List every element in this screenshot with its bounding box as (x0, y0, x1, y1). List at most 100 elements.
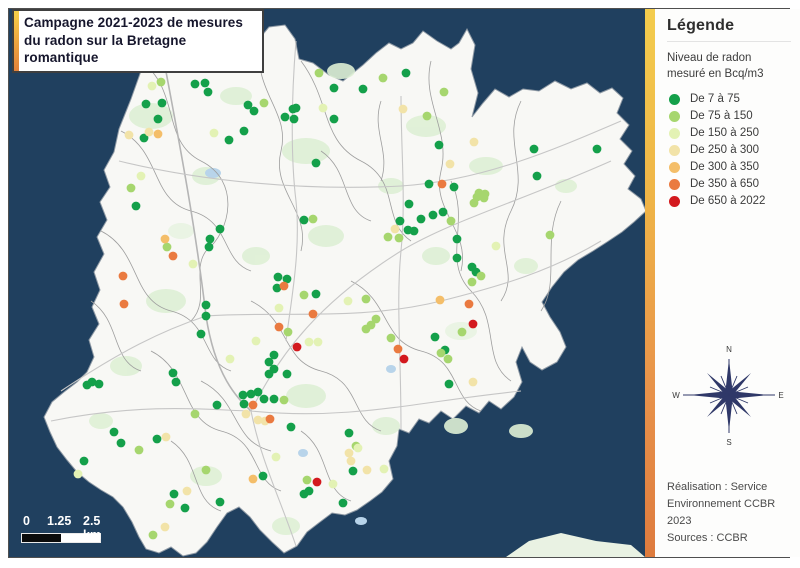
compass-west-label: W (672, 391, 680, 400)
radon-measurement-point (393, 344, 403, 354)
radon-measurement-point (299, 290, 309, 300)
radon-measurement-point (269, 394, 279, 404)
radon-measurement-point (156, 77, 166, 87)
radon-measurement-point (443, 354, 453, 364)
radon-measurement-point (436, 348, 446, 358)
radon-measurement-point (469, 137, 479, 147)
radon-measurement-point (259, 394, 269, 404)
radon-measurement-point (348, 466, 358, 476)
radon-measurement-point (253, 415, 263, 425)
scale-label-max: 2.5 km (83, 514, 102, 542)
radon-measurement-point (204, 242, 214, 252)
legend-item-label: De 7 à 75 (690, 93, 740, 106)
legend-item: De 75 à 150 (667, 110, 791, 122)
map-canvas: Campagne 2021-2023 de mesures du radon s… (9, 9, 645, 557)
radon-measurement-point (248, 474, 258, 484)
radon-measurement-point (480, 189, 490, 199)
radon-measurement-point (251, 336, 261, 346)
radon-measurement-point (279, 281, 289, 291)
legend-color-swatch (669, 195, 680, 207)
scale-bar-segment-light (61, 534, 100, 542)
radon-measurement-point (248, 400, 258, 410)
radon-measurement-point (386, 333, 396, 343)
radon-measurement-point (109, 427, 119, 437)
radon-measurement-point (362, 465, 372, 475)
radon-measurement-point (435, 295, 445, 305)
radon-measurement-point (153, 129, 163, 139)
radon-measurement-point (153, 114, 163, 124)
title-accent-strip (14, 11, 19, 71)
radon-measurement-point (318, 103, 328, 113)
radon-measurement-point (148, 530, 158, 540)
accent-gradient-strip (645, 9, 655, 557)
radon-measurement-point (139, 133, 149, 143)
radon-measurement-point (190, 409, 200, 419)
radon-measurement-point (438, 207, 448, 217)
radon-measurement-point (299, 489, 309, 499)
radon-measurement-point (238, 390, 248, 400)
radon-measurement-point (274, 322, 284, 332)
radon-measurement-point (225, 354, 235, 364)
radon-measurement-point (329, 83, 339, 93)
radon-measurement-point (169, 489, 179, 499)
radon-measurement-point (215, 224, 225, 234)
credits-block: Réalisation : Service Environnement CCBR… (667, 479, 791, 547)
radon-measurement-point (353, 443, 363, 453)
radon-measurement-point (390, 224, 400, 234)
radon-measurement-point (124, 130, 134, 140)
radon-measurement-point (73, 469, 83, 479)
legend-color-swatch (669, 110, 680, 122)
radon-measurement-point (467, 277, 477, 287)
credit-sources: Sources : CCBR (667, 531, 748, 544)
radon-measurement-point (437, 179, 447, 189)
radon-measurement-point (308, 214, 318, 224)
radon-measurement-point (394, 233, 404, 243)
radon-measurement-point (274, 303, 284, 313)
radon-measurement-point (126, 183, 136, 193)
legend-color-swatch (669, 127, 680, 139)
radon-measurement-point (592, 144, 602, 154)
radon-measurement-point (118, 271, 128, 281)
radon-measurement-point (241, 409, 251, 419)
radon-measurement-point (358, 84, 368, 94)
radon-measurement-point (338, 498, 348, 508)
radon-measurement-point (279, 395, 289, 405)
radon-measurement-point (269, 350, 279, 360)
radon-measurement-point (383, 232, 393, 242)
radon-measurement-point (152, 434, 162, 444)
radon-measurement-point (398, 104, 408, 114)
legend-item: De 250 à 300 (667, 144, 791, 156)
legend-item: De 300 à 350 (667, 161, 791, 173)
water-bodies (205, 168, 396, 525)
roads (50, 40, 622, 547)
radon-points-layer (73, 52, 602, 540)
legend-color-swatch (669, 178, 680, 190)
radon-measurement-point (144, 127, 154, 137)
radon-measurement-point (162, 242, 172, 252)
radon-measurement-point (182, 486, 192, 496)
radon-measurement-point (201, 311, 211, 321)
legend-item-label: De 150 à 250 (690, 127, 760, 140)
scale-bar-labels: 0 1.25 2.5 km (21, 514, 121, 542)
radon-measurement-point (292, 342, 302, 352)
radon-measurement-point (283, 327, 293, 337)
radon-measurement-point (271, 452, 281, 462)
radon-measurement-point (399, 354, 409, 364)
map-title-box: Campagne 2021-2023 de mesures du radon s… (12, 9, 264, 73)
radon-measurement-point (282, 274, 292, 284)
radon-measurement-point (264, 369, 274, 379)
radon-measurement-point (329, 114, 339, 124)
radon-measurement-point (131, 201, 141, 211)
radon-measurement-point (468, 319, 478, 329)
legend-item-label: De 75 à 150 (690, 110, 753, 123)
radon-measurement-point (444, 379, 454, 389)
scale-bar: 0 1.25 2.5 km (21, 514, 121, 543)
radon-measurement-point (136, 171, 146, 181)
radon-measurement-point (378, 73, 388, 83)
compass-north-label: N (726, 345, 732, 354)
radon-measurement-point (273, 272, 283, 282)
radon-measurement-point (532, 171, 542, 181)
radon-measurement-point (147, 81, 157, 91)
radon-measurement-point (171, 377, 181, 387)
